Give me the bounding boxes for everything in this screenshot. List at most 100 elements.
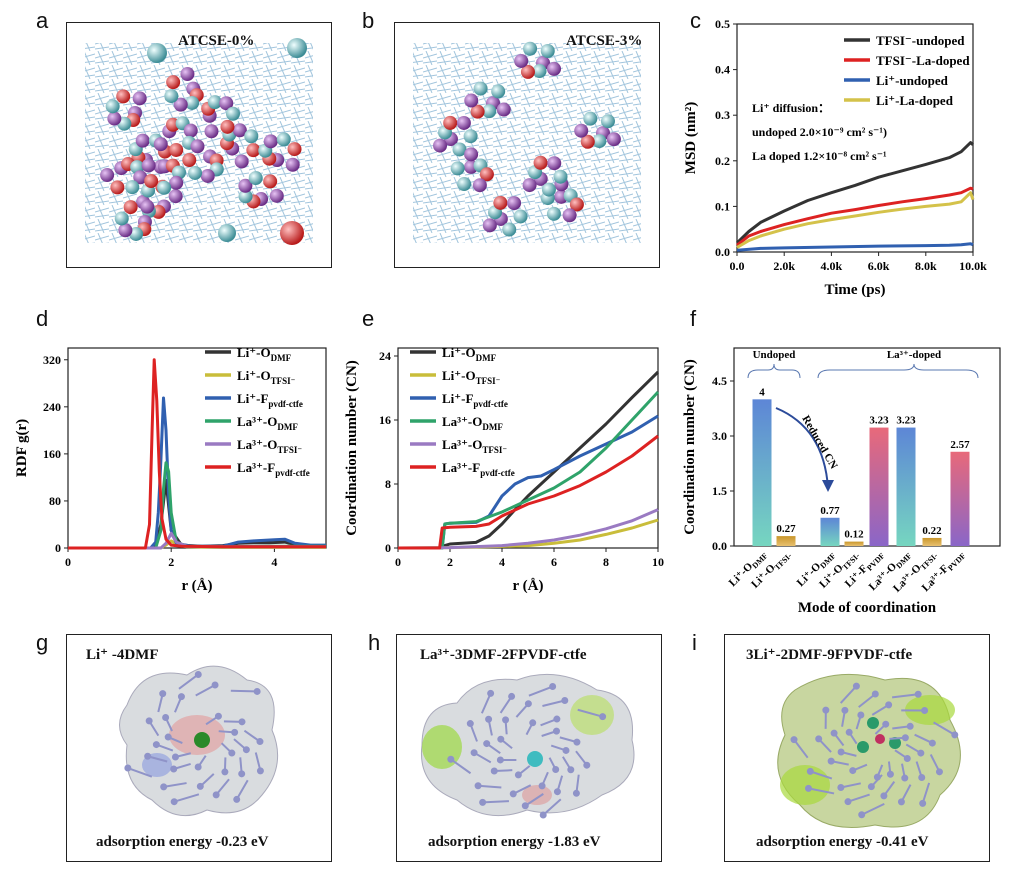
arrow-head (822, 480, 834, 492)
annotation-line: undoped 2.0×10⁻⁹ cm² s⁻¹) (752, 125, 887, 139)
y-axis-label: MSD (nm²) (683, 102, 699, 174)
atom-sphere (123, 200, 138, 215)
atom-sphere (168, 189, 183, 204)
bar-value-label: 0.12 (844, 529, 864, 541)
atom-sphere (443, 115, 458, 130)
atom-sphere (470, 104, 485, 119)
bar-value-label: 2.57 (950, 439, 970, 451)
y-tick-label: 0 (55, 541, 61, 555)
md-snapshot-image-a (85, 38, 313, 245)
atom-sphere (144, 174, 159, 189)
atom (914, 690, 922, 698)
atom-sphere (185, 95, 200, 110)
atom (849, 767, 857, 775)
atom-sphere (580, 134, 595, 149)
atom (539, 811, 547, 819)
x-tick-label: 4 (271, 555, 277, 569)
bond (891, 693, 919, 699)
atom-sphere (219, 96, 234, 111)
x-axis-label: r (Å) (182, 578, 213, 594)
atom (837, 784, 845, 792)
atom-sphere (433, 138, 448, 153)
x-tick-label: 10 (652, 555, 664, 569)
atom-sphere (263, 174, 278, 189)
atom (508, 692, 516, 700)
atom (145, 717, 153, 725)
bond (809, 770, 833, 780)
atom-sphere (532, 64, 547, 79)
y-tick-label: 16 (379, 413, 391, 427)
arrow-label: Reduced CN (799, 414, 839, 472)
atom-sphere (218, 224, 236, 242)
panel-label-f: f (690, 306, 697, 331)
atom-sphere (606, 132, 621, 147)
panel-label-c: c (690, 8, 701, 33)
atom (573, 738, 581, 746)
atom (485, 715, 493, 723)
bond (195, 684, 216, 697)
bar (922, 537, 942, 546)
legend-label: La³⁺-Fpvdf-ctfe (237, 460, 310, 478)
structure-h (396, 634, 662, 862)
atom-sphere (200, 168, 215, 183)
atom-sphere (452, 142, 467, 157)
atom (897, 798, 905, 806)
series-line-tfsi-undoped (735, 141, 975, 244)
brace-doped (817, 363, 979, 379)
atom-sphere (244, 129, 259, 144)
atom (873, 773, 881, 781)
bar (869, 427, 889, 546)
atom (160, 783, 168, 791)
atom-sphere (248, 171, 263, 186)
atom (170, 798, 178, 806)
atom (194, 670, 202, 678)
chart-c-msd: 0.0 2.0k 4.0k 6.0k 8.0k 10.0k 0.0 0.1 0.2 0.3 0.4 0… (683, 17, 987, 298)
atom (487, 689, 495, 697)
series-line-tfsi-la-doped (736, 186, 974, 247)
atom-sphere (238, 178, 253, 193)
atom (211, 681, 219, 689)
atom-sphere (600, 114, 615, 129)
brace-undoped (747, 363, 801, 379)
atom-sphere (514, 53, 529, 68)
plot-frame (733, 347, 1001, 547)
legend-label: TFSI⁻-undoped (876, 33, 965, 48)
molecule-image-h (420, 673, 635, 819)
atom-sphere (541, 182, 556, 197)
atom (844, 798, 852, 806)
atom-sphere (547, 61, 562, 76)
atom (549, 683, 557, 691)
atom-sphere (450, 161, 465, 176)
atom-sphere (232, 123, 247, 138)
atom (882, 720, 890, 728)
bond (173, 793, 200, 803)
atom (196, 782, 204, 790)
atom (806, 767, 814, 775)
legend-label: Li⁺-ODMF (237, 345, 292, 363)
atom-sphere (463, 129, 478, 144)
panel-label-b: b (362, 8, 375, 33)
bar-value-label: 3.23 (896, 415, 916, 427)
atom (880, 792, 888, 800)
bond (839, 685, 858, 704)
atom (228, 749, 236, 757)
legend-label: Li⁺-La-doped (876, 93, 954, 108)
atom (214, 712, 222, 720)
atom-sphere (276, 132, 291, 147)
atom (524, 700, 532, 708)
structure-h-title: La³⁺-3DMF-2FPVDF-ctfe (420, 647, 587, 663)
atom-sphere (129, 226, 144, 241)
atom-sphere (107, 111, 122, 126)
x-tick-label: 0 (395, 555, 401, 569)
series-line-la-o-tfsi (397, 508, 659, 550)
atom (919, 799, 927, 807)
bar (844, 541, 864, 546)
snapshot-b (394, 22, 660, 268)
group-label-doped: La³⁺-doped (887, 349, 941, 361)
bond (542, 798, 562, 816)
atom-sphere (285, 157, 300, 172)
y-axis-label: Coordination number (CN) (344, 360, 360, 536)
atom-sphere (533, 155, 548, 170)
